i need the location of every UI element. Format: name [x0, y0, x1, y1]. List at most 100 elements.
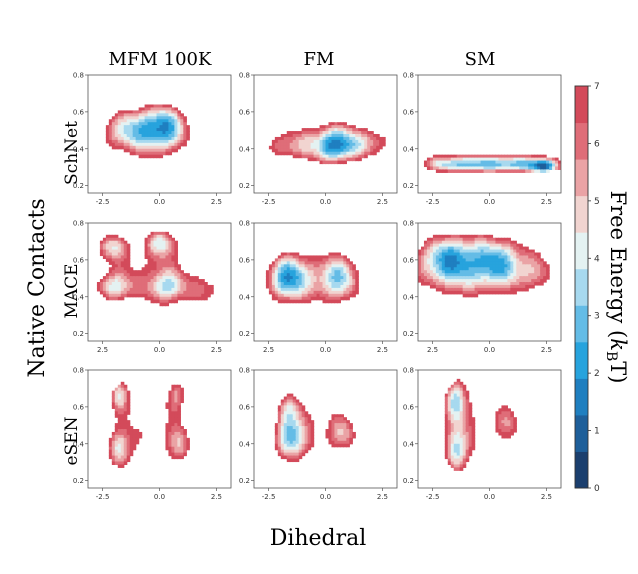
contour-cell [123, 396, 128, 401]
contour-cell [438, 287, 443, 292]
contour-cell [429, 261, 434, 265]
x-tick-label: 2.5 [541, 346, 552, 354]
contour-cell [177, 387, 181, 392]
contour-cell [322, 134, 327, 138]
contour-cell [177, 434, 181, 439]
contour-cell [313, 270, 318, 274]
contour-cell [555, 160, 559, 165]
contour-cell [114, 243, 119, 248]
contour-cell [129, 426, 134, 430]
contour-cell [450, 258, 455, 262]
contour-cell [126, 396, 131, 401]
contour-cell [177, 145, 181, 150]
contour-cell [126, 267, 131, 271]
contour-cell [180, 113, 184, 117]
contour-cell [289, 455, 294, 460]
contour-cell [528, 279, 532, 283]
contour-cell [450, 408, 455, 412]
contour-cell [289, 134, 294, 138]
contour-cell [307, 287, 312, 292]
contour-cell [105, 131, 110, 135]
contour-cell [186, 287, 190, 292]
contour-cell [474, 169, 479, 173]
contour-cell [352, 264, 356, 268]
contour-cell [420, 246, 425, 251]
contour-cell [519, 279, 523, 283]
contour-cell [159, 231, 164, 236]
contour-cell [450, 169, 455, 173]
contour-cell [489, 157, 494, 162]
contour-cell [453, 240, 458, 245]
contour-cell [165, 237, 170, 242]
contour-cell [489, 276, 494, 280]
contour-cell [438, 234, 443, 239]
contour-cell [552, 157, 556, 162]
contour-cell [313, 134, 318, 138]
y-tick-label: 0.8 [403, 72, 414, 80]
contour-cell [510, 431, 514, 436]
contour-cell [531, 279, 535, 283]
contour-cell [331, 151, 336, 156]
contour-cell [292, 420, 297, 424]
contour-cell [111, 270, 116, 274]
contour-cell [480, 234, 485, 239]
contour-cell [280, 405, 285, 409]
contour-cell [153, 148, 158, 153]
contour-cell [501, 166, 505, 170]
contour-cell [447, 264, 452, 268]
contour-cell [501, 169, 505, 173]
x-tick-label: 0.0 [154, 198, 165, 206]
contour-cell [474, 249, 479, 254]
contour-cell [283, 290, 288, 295]
contour-cell [346, 261, 350, 265]
contour-cell [123, 240, 128, 245]
contour-cell [346, 142, 350, 147]
contour-cell [346, 429, 350, 433]
contour-cell [177, 393, 181, 398]
contour-cell [337, 443, 341, 448]
contour-cell [150, 128, 155, 132]
contour-cell [498, 237, 503, 242]
contour-cell [376, 142, 380, 147]
contour-cell [292, 396, 297, 401]
contour-cell [114, 119, 119, 123]
contour-cell [459, 243, 464, 248]
contour-cell [316, 142, 321, 147]
contour-cell [337, 417, 341, 421]
contour-cell [346, 273, 350, 277]
contour-cell [274, 261, 279, 265]
contour-cell [117, 282, 122, 286]
contour-cell [504, 252, 508, 257]
contour-cell [120, 390, 125, 395]
contour-cell [334, 125, 339, 129]
contour-cell [114, 113, 119, 117]
contour-cell [289, 273, 294, 277]
contour-cell [268, 145, 273, 150]
contour-cell [519, 261, 523, 265]
contour-cell [153, 240, 158, 245]
contour-cell [138, 154, 143, 159]
contour-cell [126, 276, 131, 280]
contour-cell [528, 284, 532, 289]
contour-cell [459, 461, 464, 465]
contour-cell [420, 267, 425, 271]
contour-cell [99, 287, 104, 292]
contour-cell [313, 293, 318, 298]
contour-cell [265, 284, 270, 289]
contour-cell [159, 125, 164, 129]
contour-cell [549, 163, 553, 168]
contour-cell [165, 279, 170, 283]
contour-cell [531, 276, 535, 280]
colorbar-band [575, 159, 588, 197]
contour-cell [171, 452, 175, 457]
contour-cell [286, 429, 291, 433]
contour-cell [531, 160, 535, 165]
contour-cell [174, 431, 178, 436]
contour-cell [298, 411, 303, 415]
contour-cell [325, 136, 330, 141]
contour-cell [147, 151, 152, 156]
contour-cell [114, 136, 119, 141]
contour-cell [444, 252, 449, 257]
contour-cell [289, 417, 294, 421]
contour-cell [444, 437, 449, 442]
